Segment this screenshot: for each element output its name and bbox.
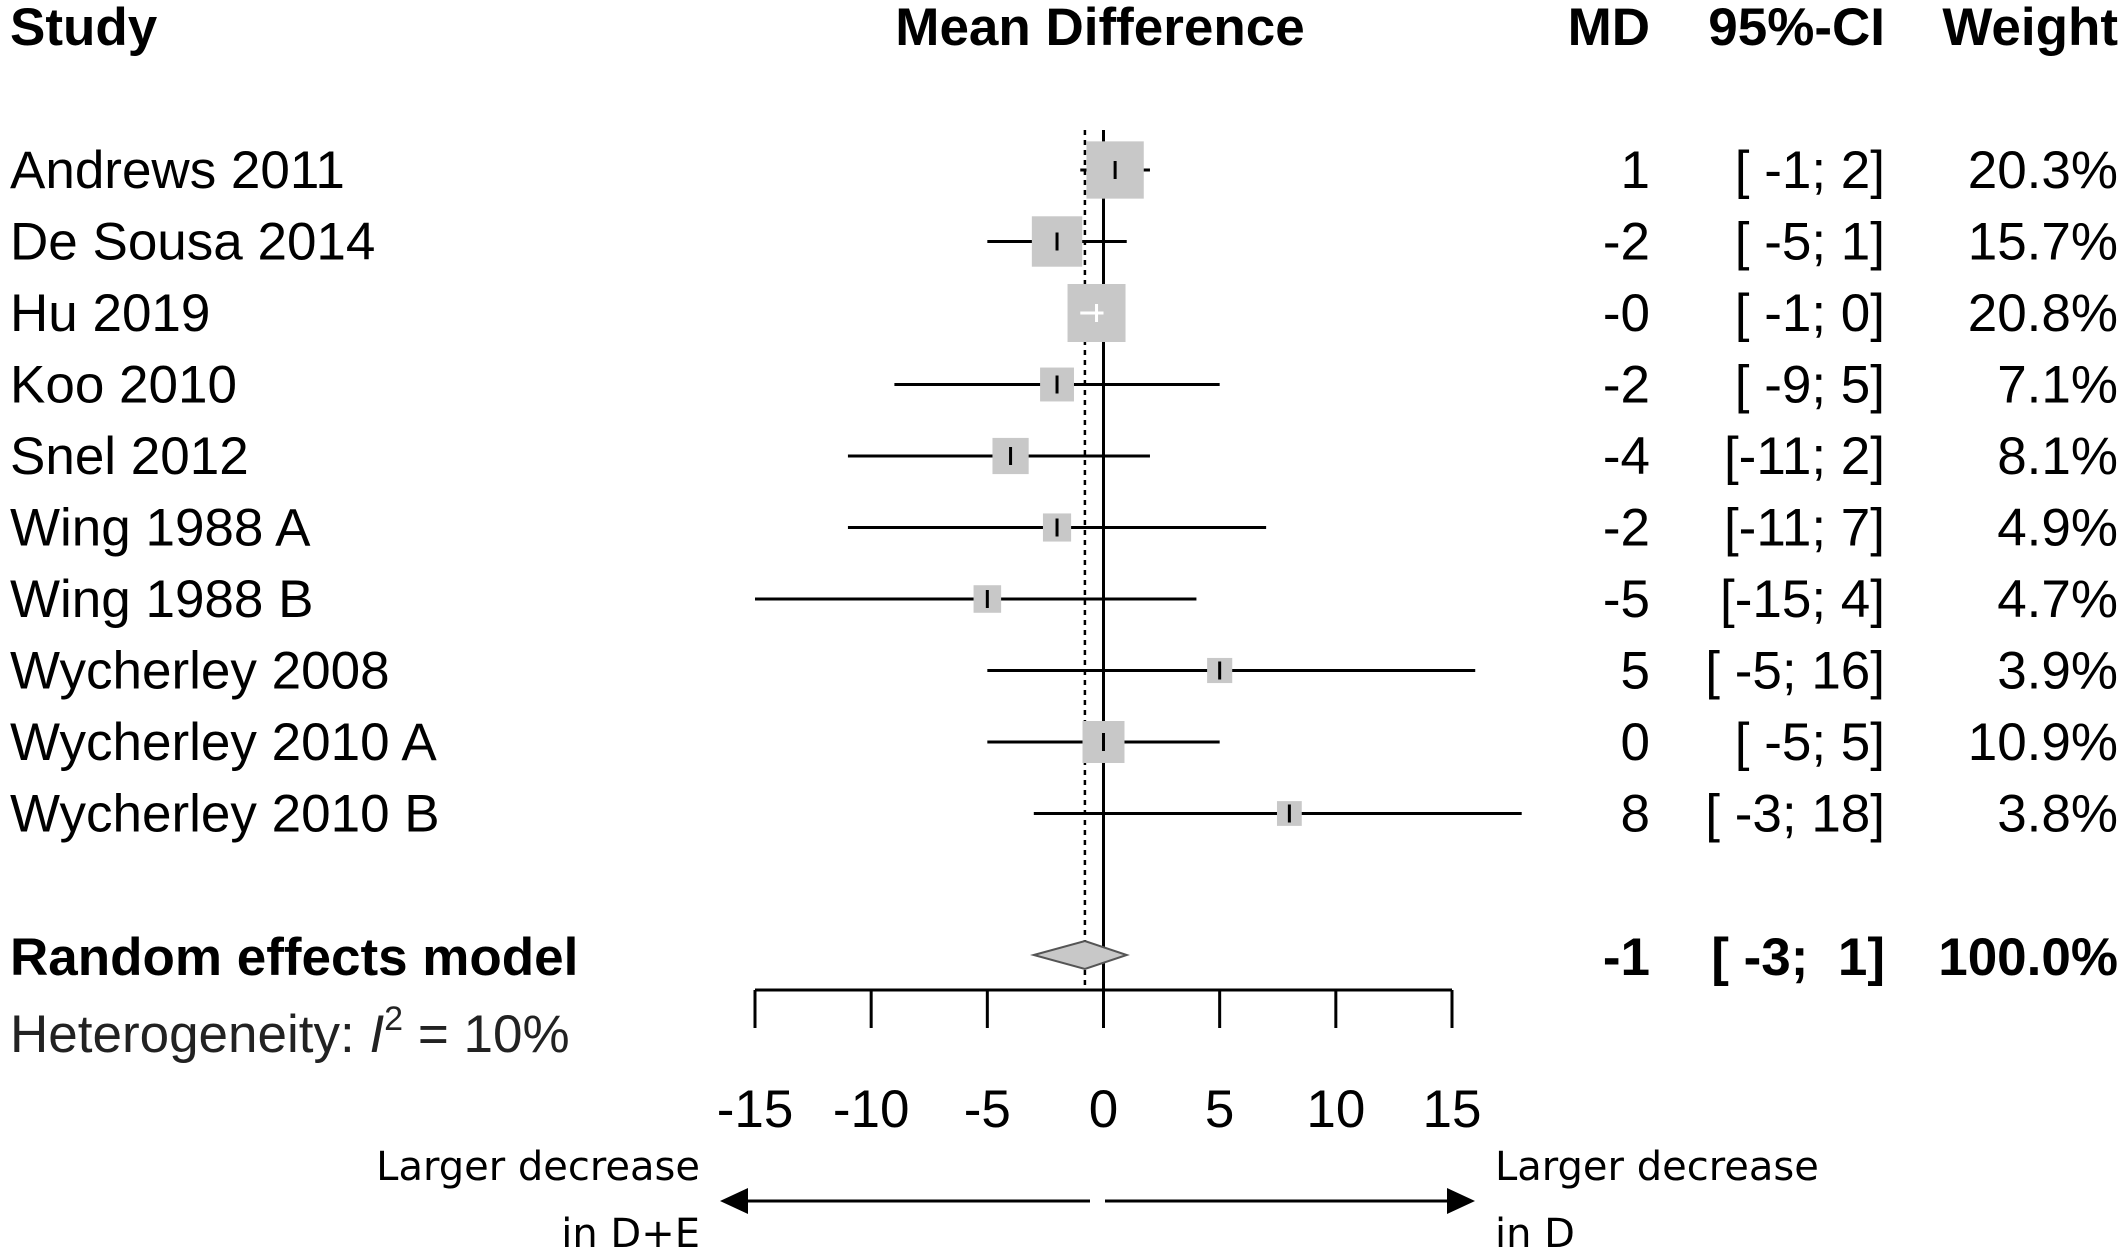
study-row: Wycherley 2008 5 [ -5; 16] 3.9% <box>10 642 2118 701</box>
study-ci: [-11; 7] <box>1724 499 1885 558</box>
study-row: Hu 2019 -0 [ -1; 0] 20.8% <box>10 284 2118 343</box>
heterogeneity-text: Heterogeneity: I2 = 10% <box>10 1000 570 1064</box>
study-weight: 15.7% <box>1968 213 2118 272</box>
study-weight: 4.9% <box>1997 499 2118 558</box>
study-rows: Andrews 2011 1 [ -1; 2] 20.3% De Sousa 2014 -… <box>10 141 2118 844</box>
study-row: Wycherley 2010 A 0 [ -5; 5] 10.9% <box>10 713 2118 772</box>
study-weight: 8.1% <box>1997 427 2118 486</box>
right-direction-line2: in D <box>1495 1211 1575 1256</box>
summary-ci: [ -3; 1] <box>1711 928 1885 987</box>
summary-diamond <box>1030 939 1130 971</box>
header-ci: 95%-CI <box>1708 0 1885 57</box>
x-axis: -15 -10 -5 0 5 10 15 <box>717 988 1482 1139</box>
study-name: Andrews 2011 <box>10 141 345 200</box>
study-weight: 4.7% <box>1997 570 2118 629</box>
study-ci: [ -1; 0] <box>1735 284 1885 343</box>
study-md: -2 <box>1603 356 1650 415</box>
study-ci: [-15; 4] <box>1720 570 1885 629</box>
study-row: De Sousa 2014 -2 [ -5; 1] 15.7% <box>10 213 2118 272</box>
study-weight: 20.3% <box>1968 141 2118 200</box>
study-ci: [ -1; 2] <box>1735 141 1885 200</box>
study-md: -0 <box>1603 284 1650 343</box>
study-md: -5 <box>1603 570 1650 629</box>
plot-lines <box>1083 130 1105 990</box>
left-arrowhead-icon <box>720 1188 748 1214</box>
left-direction-line1: Larger decrease <box>376 1144 700 1190</box>
x-tick-label: -5 <box>964 1080 1011 1139</box>
study-row: Wing 1988 B -5 [-15; 4] 4.7% <box>10 570 2118 629</box>
header-weight: Weight <box>1942 0 2118 57</box>
study-name: Koo 2010 <box>10 356 237 415</box>
study-md: -2 <box>1603 499 1650 558</box>
study-row: Andrews 2011 1 [ -1; 2] 20.3% <box>10 141 2118 200</box>
study-name: Snel 2012 <box>10 427 249 486</box>
study-weight: 3.8% <box>1997 785 2118 844</box>
study-ci: [ -5; 16] <box>1705 642 1885 701</box>
study-md: -4 <box>1603 427 1650 486</box>
study-ci: [ -9; 5] <box>1735 356 1885 415</box>
right-direction-line1: Larger decrease <box>1495 1144 1819 1190</box>
study-ci: [ -3; 18] <box>1705 785 1885 844</box>
summary-md: -1 <box>1603 928 1650 987</box>
study-row: Wycherley 2010 B 8 [ -3; 18] 3.8% <box>10 785 2118 844</box>
x-tick-label: -15 <box>717 1080 794 1139</box>
x-tick-label: 10 <box>1306 1080 1365 1139</box>
study-row: Wing 1988 A -2 [-11; 7] 4.9% <box>10 499 2118 558</box>
study-md: -2 <box>1603 213 1650 272</box>
study-name: Wing 1988 B <box>10 570 313 629</box>
study-name: Wycherley 2008 <box>10 642 390 701</box>
study-ci: [ -5; 5] <box>1735 713 1885 772</box>
study-weight: 3.9% <box>1997 642 2118 701</box>
study-row: Koo 2010 -2 [ -9; 5] 7.1% <box>10 356 2118 415</box>
study-md: 1 <box>1621 141 1650 200</box>
x-tick-label: 0 <box>1089 1080 1118 1139</box>
x-tick-label: 5 <box>1205 1080 1234 1139</box>
study-weight: 7.1% <box>1997 356 2118 415</box>
left-direction-line2: in D+E <box>561 1211 700 1256</box>
study-row: Snel 2012 -4 [-11; 2] 8.1% <box>10 427 2118 486</box>
study-name: Hu 2019 <box>10 284 210 343</box>
study-md: 0 <box>1621 713 1650 772</box>
summary-label: Random effects model <box>10 928 578 987</box>
header-mean-difference: Mean Difference <box>895 0 1304 57</box>
summary-weight: 100.0% <box>1938 928 2118 987</box>
study-md: 5 <box>1621 642 1650 701</box>
study-name: Wycherley 2010 A <box>10 713 437 772</box>
x-tick-label: -10 <box>833 1080 910 1139</box>
header-md: MD <box>1568 0 1650 57</box>
study-ci: [-11; 2] <box>1724 427 1885 486</box>
study-name: Wing 1988 A <box>10 499 311 558</box>
study-weight: 20.8% <box>1968 284 2118 343</box>
study-name: De Sousa 2014 <box>10 213 375 272</box>
study-ci: [ -5; 1] <box>1735 213 1885 272</box>
right-arrowhead-icon <box>1447 1188 1475 1214</box>
x-tick-label: 15 <box>1423 1080 1482 1139</box>
header-study: Study <box>10 0 158 57</box>
study-md: 8 <box>1621 785 1650 844</box>
study-weight: 10.9% <box>1968 713 2118 772</box>
study-name: Wycherley 2010 B <box>10 785 440 844</box>
